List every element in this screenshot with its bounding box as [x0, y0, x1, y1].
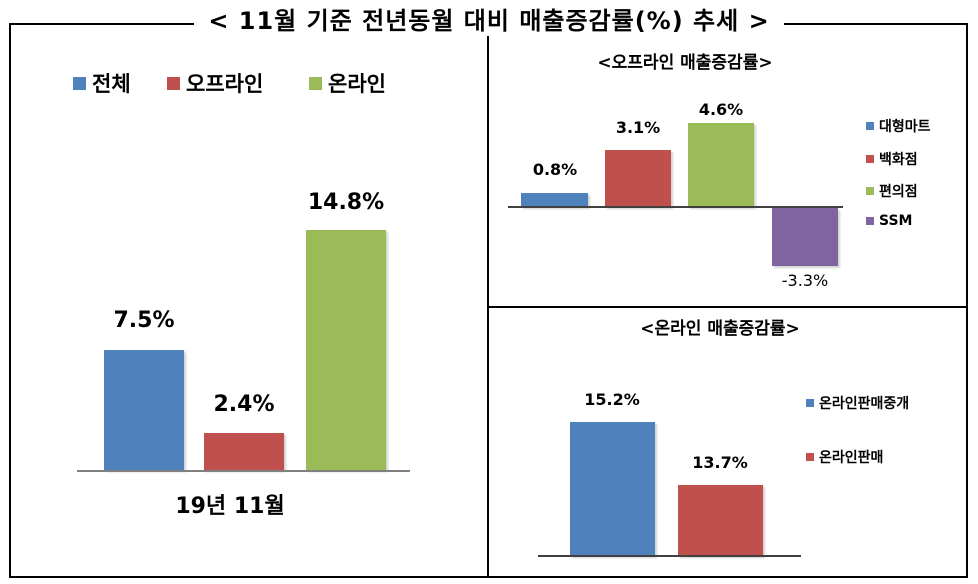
data-label: 14.8% [307, 190, 385, 215]
x-axis [538, 555, 801, 557]
legend-label: 전체 [92, 72, 131, 96]
legend-swatch-blue [73, 76, 86, 90]
legend-item-total: 전체 [73, 68, 131, 98]
legend-item-hypermarket: 대형마트 [866, 116, 931, 136]
legend-item-convenience-store: 편의점 [866, 181, 918, 201]
legend-item-department-store: 백화점 [866, 149, 918, 169]
legend-swatch-blue [806, 399, 814, 407]
data-label: -3.3% [781, 271, 829, 290]
legend-label: 온라인 [328, 72, 386, 96]
legend-item-ssm: SSM [866, 213, 912, 229]
legend-swatch-red [167, 76, 180, 90]
data-label: 4.6% [698, 100, 744, 119]
legend-item-online-marketplace: 온라인판매중개 [806, 393, 909, 413]
legend-label: 온라인판매중개 [819, 396, 910, 412]
legend-label: 백화점 [879, 152, 918, 168]
bar-online-marketplace [570, 422, 655, 556]
offline-chart-title: <오프라인 매출증감률> [597, 53, 773, 73]
data-label: 2.4% [213, 392, 275, 417]
legend-item-online: 온라인 [309, 68, 386, 98]
bar-department-store [605, 150, 671, 207]
bar-offline [204, 433, 284, 470]
x-axis [77, 470, 410, 472]
legend-swatch-red [806, 453, 814, 461]
x-axis-label: 19년 11월 [175, 494, 285, 519]
data-label: 0.8% [532, 160, 578, 179]
bar-online [306, 230, 386, 470]
legend-label: 편의점 [879, 184, 918, 200]
legend-label: SSM [879, 213, 913, 229]
legend-label: 대형마트 [879, 119, 931, 135]
legend-swatch-red [866, 155, 874, 163]
horizontal-divider [487, 306, 968, 308]
title-container: < 11월 기준 전년동월 대비 매출증감률(%) 추세 > [0, 6, 978, 36]
data-label: 13.7% [692, 453, 748, 472]
data-label: 15.2% [584, 390, 640, 409]
legend-swatch-blue [866, 122, 874, 130]
bar-convenience-store [688, 123, 754, 207]
bar-total [104, 350, 184, 470]
bar-hypermarket [521, 193, 588, 207]
bar-ssm [772, 208, 838, 266]
zero-axis [508, 206, 843, 208]
legend-swatch-green [309, 76, 322, 90]
legend-item-offline: 오프라인 [167, 68, 263, 98]
data-label: 7.5% [113, 308, 175, 333]
legend-label: 오프라인 [186, 72, 264, 96]
main-title: < 11월 기준 전년동월 대비 매출증감률(%) 추세 > [194, 6, 784, 36]
data-label: 3.1% [615, 118, 661, 137]
legend-item-online-retail: 온라인판매 [806, 447, 883, 467]
vertical-divider [487, 23, 489, 578]
bar-online-retail [678, 485, 763, 556]
legend-swatch-green [866, 187, 874, 195]
legend-swatch-purple [866, 217, 874, 225]
legend-label: 온라인판매 [819, 450, 884, 466]
online-chart-title: <온라인 매출증감률> [640, 319, 800, 339]
